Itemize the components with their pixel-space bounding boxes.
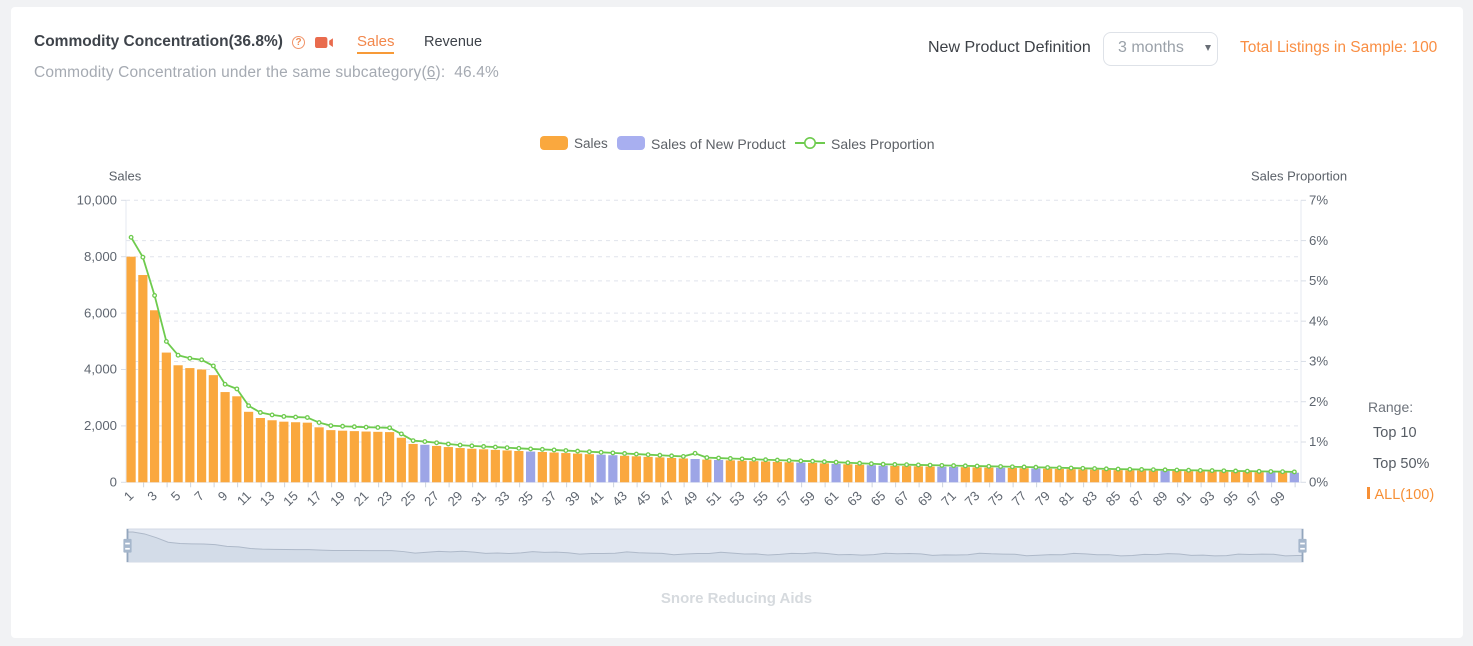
svg-text:87: 87 bbox=[1126, 488, 1147, 509]
svg-text:5%: 5% bbox=[1309, 273, 1328, 288]
svg-text:0: 0 bbox=[110, 475, 117, 490]
svg-text:73: 73 bbox=[962, 488, 983, 509]
svg-text:4,000: 4,000 bbox=[84, 362, 117, 377]
svg-text:57: 57 bbox=[774, 488, 795, 509]
svg-text:27: 27 bbox=[421, 488, 442, 509]
svg-text:1: 1 bbox=[121, 488, 137, 504]
svg-text:15: 15 bbox=[280, 488, 301, 509]
svg-text:71: 71 bbox=[938, 488, 959, 509]
svg-text:49: 49 bbox=[680, 488, 701, 509]
svg-text:6%: 6% bbox=[1309, 233, 1328, 248]
svg-text:11: 11 bbox=[234, 488, 254, 508]
svg-text:10,000: 10,000 bbox=[77, 193, 117, 208]
svg-text:75: 75 bbox=[985, 488, 1006, 509]
svg-text:Sales Proportion: Sales Proportion bbox=[1251, 169, 1347, 184]
svg-text:33: 33 bbox=[492, 488, 513, 509]
svg-text:9: 9 bbox=[215, 488, 231, 504]
svg-text:59: 59 bbox=[797, 488, 818, 509]
svg-text:19: 19 bbox=[327, 488, 348, 509]
svg-text:4%: 4% bbox=[1309, 313, 1328, 328]
svg-text:6,000: 6,000 bbox=[84, 305, 117, 320]
svg-text:2,000: 2,000 bbox=[84, 418, 117, 433]
svg-text:37: 37 bbox=[539, 488, 560, 509]
svg-text:13: 13 bbox=[257, 488, 278, 509]
svg-text:45: 45 bbox=[633, 488, 654, 509]
svg-text:67: 67 bbox=[891, 488, 912, 509]
svg-text:91: 91 bbox=[1173, 488, 1194, 509]
svg-text:0%: 0% bbox=[1309, 475, 1328, 490]
svg-text:81: 81 bbox=[1056, 488, 1077, 509]
svg-text:85: 85 bbox=[1103, 488, 1124, 509]
svg-text:53: 53 bbox=[727, 488, 748, 509]
svg-text:43: 43 bbox=[609, 488, 630, 509]
svg-text:Sales: Sales bbox=[109, 169, 142, 184]
svg-text:23: 23 bbox=[374, 488, 395, 509]
svg-text:17: 17 bbox=[304, 488, 325, 509]
svg-text:63: 63 bbox=[844, 488, 865, 509]
svg-text:7: 7 bbox=[191, 488, 207, 504]
svg-text:1%: 1% bbox=[1309, 434, 1328, 449]
svg-text:65: 65 bbox=[868, 488, 889, 509]
svg-text:41: 41 bbox=[586, 488, 607, 509]
svg-text:39: 39 bbox=[562, 488, 583, 509]
svg-text:69: 69 bbox=[915, 488, 936, 509]
svg-text:95: 95 bbox=[1220, 488, 1241, 509]
svg-text:89: 89 bbox=[1150, 488, 1171, 509]
svg-text:83: 83 bbox=[1079, 488, 1100, 509]
svg-text:35: 35 bbox=[515, 488, 536, 509]
svg-text:8,000: 8,000 bbox=[84, 249, 117, 264]
svg-text:29: 29 bbox=[445, 488, 466, 509]
svg-text:77: 77 bbox=[1009, 488, 1030, 509]
svg-text:3: 3 bbox=[144, 488, 160, 504]
svg-text:51: 51 bbox=[703, 488, 724, 509]
svg-text:2%: 2% bbox=[1309, 394, 1328, 409]
svg-text:99: 99 bbox=[1267, 488, 1288, 509]
svg-text:3%: 3% bbox=[1309, 354, 1328, 369]
svg-text:7%: 7% bbox=[1309, 193, 1328, 208]
svg-text:47: 47 bbox=[656, 488, 677, 509]
svg-text:61: 61 bbox=[821, 488, 842, 509]
svg-text:25: 25 bbox=[398, 488, 419, 509]
svg-text:5: 5 bbox=[168, 488, 184, 504]
svg-text:31: 31 bbox=[468, 488, 489, 509]
svg-text:79: 79 bbox=[1032, 488, 1053, 509]
svg-text:93: 93 bbox=[1197, 488, 1218, 509]
svg-text:55: 55 bbox=[750, 488, 771, 509]
svg-text:21: 21 bbox=[351, 488, 372, 509]
svg-text:97: 97 bbox=[1244, 488, 1265, 509]
